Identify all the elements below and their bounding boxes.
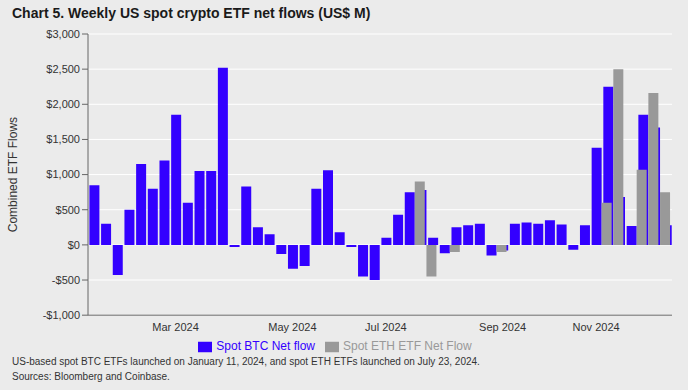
svg-text:Combined ETF Flows: Combined ETF Flows: [8, 117, 20, 232]
svg-text:$1,500: $1,500: [46, 133, 80, 145]
svg-text:-$500: -$500: [52, 274, 80, 286]
svg-text:May 2024: May 2024: [268, 321, 316, 333]
svg-text:Jul 2024: Jul 2024: [365, 321, 407, 333]
html-text:Spot BTC Net flow: Spot BTC Net flow: [216, 339, 315, 354]
svg-text:Mar 2024: Mar 2024: [152, 321, 198, 333]
html-text:Sources: Bloomberg and Coinbas: Sources: Bloomberg and Coinbase.: [12, 371, 170, 382]
html-text:Chart 5. Weekly US spot crypto: Chart 5. Weekly US spot crypto ETF net f…: [12, 5, 371, 21]
svg-text:-$1,000: -$1,000: [43, 309, 80, 321]
html-text:US-based spot BTC ETFs launche: US-based spot BTC ETFs launched on Janua…: [12, 356, 480, 367]
svg-text:$2,500: $2,500: [46, 63, 80, 75]
svg-text:$500: $500: [56, 204, 80, 216]
svg-text:Nov 2024: Nov 2024: [573, 321, 620, 333]
svg-text:$0: $0: [68, 239, 80, 251]
svg-text:Sep 2024: Sep 2024: [479, 321, 526, 333]
html-text:Spot ETH ETF Net Flow: Spot ETH ETF Net Flow: [343, 339, 472, 354]
svg-text:$3,000: $3,000: [46, 28, 80, 40]
svg-text:$1,000: $1,000: [46, 168, 80, 180]
svg-text:$2,000: $2,000: [46, 98, 80, 110]
